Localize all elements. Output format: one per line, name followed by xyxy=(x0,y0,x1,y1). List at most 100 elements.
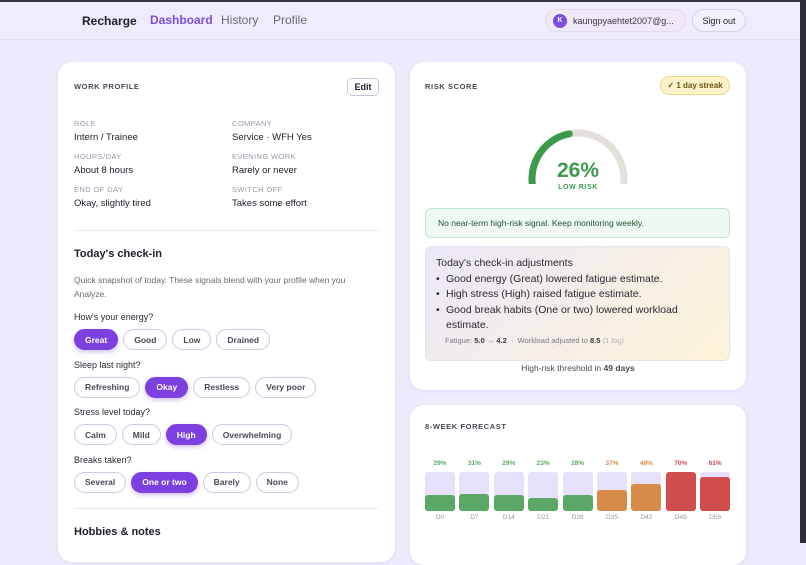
forecast-title: 8-WEEK FORECAST xyxy=(425,422,507,431)
risk-level: LOW RISK xyxy=(558,184,598,191)
window-edge-right xyxy=(800,0,806,543)
bar-track xyxy=(562,472,593,511)
threshold-text: High-risk threshold in 49 days xyxy=(410,363,746,373)
option-group: Calm Mild High Overwhelming xyxy=(74,424,293,445)
option-group: Refreshing Okay Restless Very poor xyxy=(74,376,317,398)
bar-value-label: 31% xyxy=(467,460,481,467)
signal-banner: No near-term high-risk signal. Keep moni… xyxy=(425,208,730,238)
option-chip[interactable]: Restless xyxy=(193,376,251,398)
field-value: About 8 hours xyxy=(74,165,134,176)
option-chip[interactable]: Okay xyxy=(145,376,189,398)
bar-value-label: 48% xyxy=(639,460,653,467)
bar-value-label: 29% xyxy=(433,460,447,467)
field-label: HOURS/DAY xyxy=(74,152,122,161)
option-chip[interactable]: Great xyxy=(74,329,119,350)
bar-value-label: 23% xyxy=(536,460,550,467)
risk-gauge xyxy=(528,129,628,184)
option-group: Several One or two Barely None xyxy=(74,471,299,493)
option-chip[interactable]: Very poor xyxy=(255,376,317,398)
brand-logo[interactable]: Recharge xyxy=(82,14,137,28)
bar-track xyxy=(700,472,731,511)
option-chip[interactable]: Several xyxy=(74,471,127,493)
bar xyxy=(425,494,455,511)
bar-value-label: 61% xyxy=(708,460,722,467)
option-chip[interactable]: Drained xyxy=(216,329,271,350)
bar xyxy=(459,493,490,511)
bar-track xyxy=(528,472,559,511)
field-value: Intern / Trainee xyxy=(74,132,138,143)
field-label: END OF DAY xyxy=(74,185,124,194)
option-group: Great Good Low Drained xyxy=(74,329,271,350)
option-chip[interactable]: Overwhelming xyxy=(211,424,293,445)
nav-dashboard[interactable]: Dashboard xyxy=(150,13,213,27)
avatar: K xyxy=(553,13,567,28)
nav-history[interactable]: History xyxy=(221,13,259,27)
question-label: Sleep last night? xyxy=(74,359,141,370)
option-chip[interactable]: Mild xyxy=(121,424,161,445)
question-label: Breaks taken? xyxy=(74,454,132,465)
divider xyxy=(74,230,378,231)
option-chip[interactable]: Calm xyxy=(74,424,117,445)
bar xyxy=(493,494,524,511)
x-tick-label: D42 xyxy=(640,514,653,521)
bar-value-label: 37% xyxy=(605,460,619,467)
bar-value-label: 70% xyxy=(674,460,688,467)
option-chip[interactable]: None xyxy=(255,471,299,493)
field-label: COMPANY xyxy=(232,119,273,128)
x-tick-label: D7 xyxy=(470,514,479,521)
x-tick-label: D49 xyxy=(674,514,687,521)
field-value: Service · WFH Yes xyxy=(232,132,312,143)
risk-score-title: RISK SCORE xyxy=(425,82,478,91)
field-label: ROLE xyxy=(74,119,97,128)
x-tick-label: D35 xyxy=(606,514,618,521)
gauge-fill xyxy=(528,130,573,184)
adjustments-title: Today's check-in adjustments xyxy=(436,257,573,269)
adjustment-item: Good energy (Great) lowered fatigue esti… xyxy=(436,272,719,288)
x-tick-label: D0 xyxy=(435,514,445,521)
adjustment-item: Good break habits (One or two) lowered w… xyxy=(436,303,719,334)
bar xyxy=(700,477,731,511)
bar-track xyxy=(665,472,696,511)
bar xyxy=(631,484,662,511)
threshold-days: 49 days xyxy=(603,363,635,373)
bar-track xyxy=(493,472,524,511)
question-label: How's your energy? xyxy=(74,312,154,322)
forecast-card: 8-WEEK FORECAST 29% D0 31% D7 29% D14 23% D… xyxy=(410,405,746,565)
nav-profile[interactable]: Profile xyxy=(273,13,308,27)
work-profile-card: WORK PROFILE Edit ROLE Intern / Trainee C… xyxy=(58,62,395,562)
option-chip[interactable]: Refreshing xyxy=(74,376,141,398)
edit-button[interactable]: Edit xyxy=(347,78,379,96)
field-value: Takes some effort xyxy=(232,198,307,209)
question-label: Stress level today? xyxy=(74,407,151,417)
risk-percent: 26% xyxy=(556,159,600,182)
separator: · xyxy=(510,335,514,345)
option-chip[interactable]: Barely xyxy=(202,471,251,493)
adjustment-item: High stress (High) raised fatigue estima… xyxy=(436,287,719,303)
window-edge xyxy=(0,0,806,2)
bar xyxy=(528,498,559,511)
user-menu[interactable]: K kaungpyaehtet2007@g... xyxy=(545,9,686,32)
checkin-adjustments: Today's check-in adjustments Good energy… xyxy=(425,246,730,361)
log-count: (1 log) xyxy=(602,335,624,345)
option-chip[interactable]: High xyxy=(165,424,207,445)
field-value: Rarely or never xyxy=(232,165,297,176)
divider xyxy=(74,508,378,509)
workload-label: Workload adjusted to xyxy=(517,335,588,345)
sign-out-button[interactable]: Sign out xyxy=(692,9,746,32)
streak-badge: ✓ 1 day streak xyxy=(660,76,730,95)
field-label: SWITCH OFF xyxy=(232,185,283,194)
option-chip[interactable]: Good xyxy=(123,329,168,350)
x-tick-label: D14 xyxy=(502,514,515,521)
option-chip[interactable]: Low xyxy=(172,329,212,350)
checkin-title: Today's check-in xyxy=(74,248,162,260)
bar-track xyxy=(459,472,490,511)
bar-value-label: 28% xyxy=(571,460,585,467)
bar-track xyxy=(425,472,455,511)
fatigue-to: 4.2 xyxy=(496,335,507,345)
x-tick-label: D56 xyxy=(709,514,722,521)
top-nav: Recharge Dashboard History Profile K kau… xyxy=(0,2,800,40)
option-chip[interactable]: One or two xyxy=(131,471,198,493)
bar xyxy=(665,472,696,511)
bar-value-label: 29% xyxy=(502,460,516,467)
bar xyxy=(562,495,593,511)
